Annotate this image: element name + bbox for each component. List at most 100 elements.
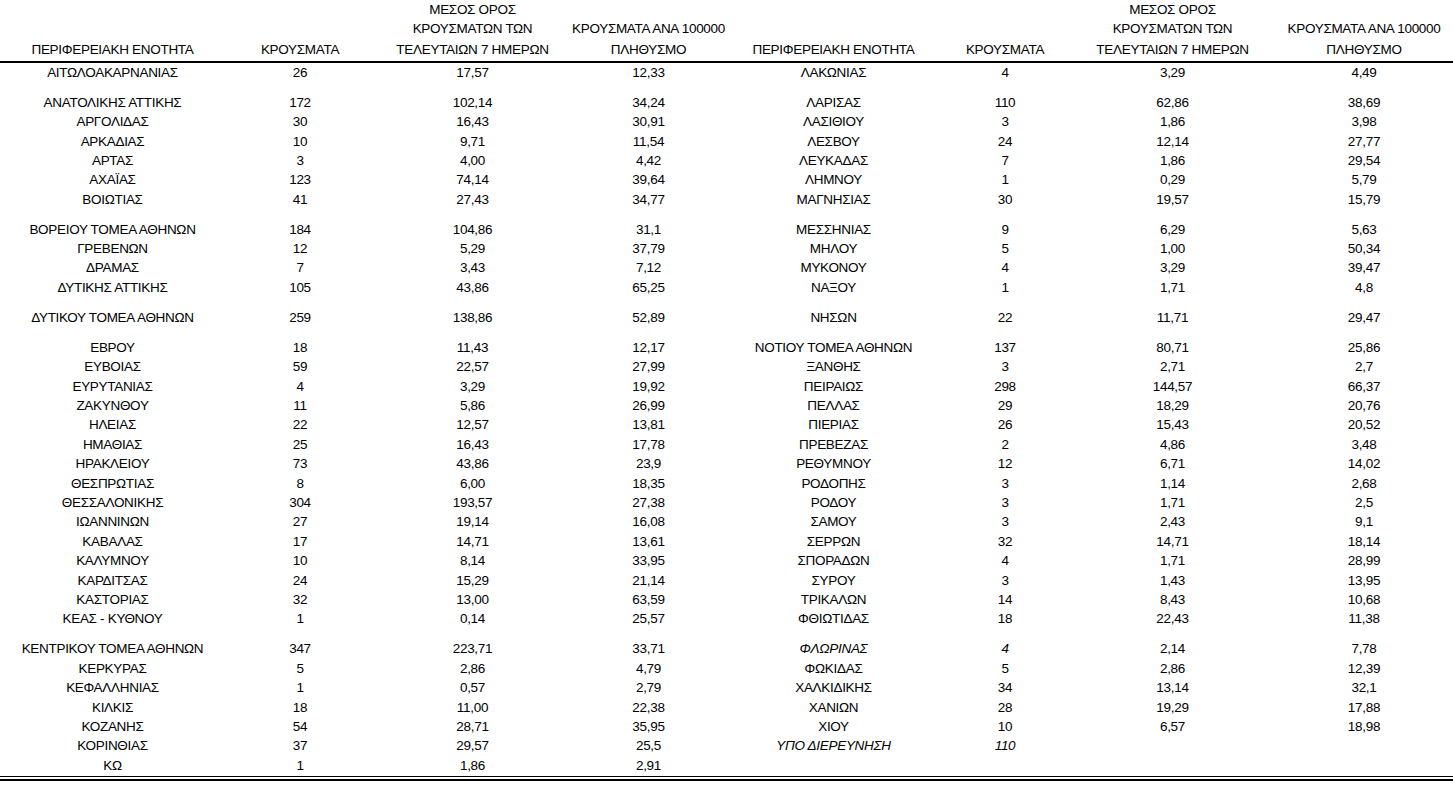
left-per100k-cell: 63,59 [570, 590, 727, 609]
right-region-cell: ΛΑΣΙΘΙΟΥ [727, 112, 940, 131]
left-region-cell: ΚΙΛΚΙΣ [0, 698, 225, 717]
table-row: ΑΝΑΤΟΛΙΚΗΣ ΑΤΤΙΚΗΣ172102,1434,24ΛΑΡΙΣΑΣ1… [0, 93, 1453, 112]
right-avg7-cell: 1,71 [1070, 493, 1275, 512]
left-region-cell: ΘΕΣΠΡΩΤΙΑΣ [0, 474, 225, 493]
right-region-cell: ΠΕΛΛΑΣ [727, 396, 940, 415]
right-region-cell [727, 756, 940, 775]
right-region-cell: ΧΙΟΥ [727, 717, 940, 736]
right-avg7-cell: 2,43 [1070, 512, 1275, 531]
left-cases-cell: 1 [225, 678, 375, 697]
left-per100k-cell: 12,33 [570, 62, 727, 82]
table-row: ΓΡΕΒΕΝΩΝ125,2937,79ΜΗΛΟΥ51,0050,34 [0, 239, 1453, 258]
left-cases-cell: 32 [225, 590, 375, 609]
left-avg7-cell: 4,00 [375, 151, 570, 170]
left-region-cell: ΚΑΣΤΟΡΙΑΣ [0, 590, 225, 609]
right-region-cell: ΣΕΡΡΩΝ [727, 532, 940, 551]
right-per100k-cell: 10,68 [1275, 590, 1453, 609]
table-row: ΗΛΕΙΑΣ2212,5713,81ΠΙΕΡΙΑΣ2615,4320,52 [0, 415, 1453, 434]
right-avg7-cell: 14,71 [1070, 532, 1275, 551]
right-cases-cell: 7 [940, 151, 1070, 170]
right-region-cell: ΛΗΜΝΟΥ [727, 170, 940, 189]
right-cases-cell: 24 [940, 132, 1070, 151]
table-row: ΑΡΤΑΣ34,004,42ΛΕΥΚΑΔΑΣ71,8629,54 [0, 151, 1453, 170]
right-avg7-cell: 11,71 [1070, 308, 1275, 327]
left-cases-cell: 41 [225, 190, 375, 209]
right-avg7-cell: 4,86 [1070, 435, 1275, 454]
table-row: ΔΥΤΙΚΗΣ ΑΤΤΙΚΗΣ10543,8665,25ΝΑΞΟΥ11,714,… [0, 278, 1453, 297]
table-row: ΚΟΡΙΝΘΙΑΣ3729,5725,5ΥΠΟ ΔΙΕΡΕΥΝΗΣΗ110 [0, 736, 1453, 755]
right-cases-cell: 5 [940, 659, 1070, 678]
left-per100k-cell: 7,12 [570, 258, 727, 277]
left-region-cell: ΑΡΤΑΣ [0, 151, 225, 170]
right-per100k-cell: 14,02 [1275, 454, 1453, 473]
left-cases-cell: 3 [225, 151, 375, 170]
table-row: ΖΑΚΥΝΘΟΥ115,8626,99ΠΕΛΛΑΣ2918,2920,76 [0, 396, 1453, 415]
left-avg7-cell: 15,29 [375, 571, 570, 590]
left-avg7-cell: 13,00 [375, 590, 570, 609]
right-per100k-cell: 29,54 [1275, 151, 1453, 170]
right-avg7-cell: 1,71 [1070, 551, 1275, 570]
right-cases-cell: 5 [940, 239, 1070, 258]
spacer [0, 82, 1453, 93]
left-avg7-cell: 0,57 [375, 678, 570, 697]
left-avg7-cell: 102,14 [375, 93, 570, 112]
left-per100k-cell: 37,79 [570, 239, 727, 258]
right-per100k-header-line1: ΚΡΟΥΣΜΑΤΑ ΑΝΑ 100000 [1275, 19, 1453, 38]
right-cases-cell: 137 [940, 338, 1070, 357]
right-region-cell: ΛΕΥΚΑΔΑΣ [727, 151, 940, 170]
table-row: ΑΙΤΩΛΟΑΚΑΡΝΑΝΙΑΣ2617,5712,33ΛΑΚΩΝΙΑΣ43,2… [0, 62, 1453, 82]
right-cases-cell: 34 [940, 678, 1070, 697]
spacer [940, 0, 1070, 19]
right-avg7-cell: 6,29 [1070, 220, 1275, 239]
right-avg7-cell: 15,43 [1070, 415, 1275, 434]
right-avg7-header-line3: ΤΕΛΕΥΤΑΙΩΝ 7 ΗΜΕΡΩΝ [1070, 39, 1275, 62]
right-region-cell: ΤΡΙΚΑΛΩΝ [727, 590, 940, 609]
right-avg7-cell: 6,57 [1070, 717, 1275, 736]
left-avg7-header-line3: ΤΕΛΕΥΤΑΙΩΝ 7 ΗΜΕΡΩΝ [375, 39, 570, 62]
left-region-cell: ΑΡΓΟΛΙΔΑΣ [0, 112, 225, 131]
left-region-cell: ΑΝΑΤΟΛΙΚΗΣ ΑΤΤΙΚΗΣ [0, 93, 225, 112]
spacer-row [0, 82, 1453, 93]
left-region-cell: ΚΑΡΔΙΤΣΑΣ [0, 571, 225, 590]
right-region-cell: ΧΑΝΙΩΝ [727, 698, 940, 717]
table-row: ΚΕΝΤΡΙΚΟΥ ΤΟΜΕΑ ΑΘΗΝΩΝ347223,7133,71ΦΛΩΡ… [0, 639, 1453, 658]
left-cases-cell: 11 [225, 396, 375, 415]
right-per100k-cell: 12,39 [1275, 659, 1453, 678]
left-cases-cell: 22 [225, 415, 375, 434]
left-avg7-cell: 9,71 [375, 132, 570, 151]
left-region-cell: ΑΡΚΑΔΙΑΣ [0, 132, 225, 151]
right-per100k-cell: 4,49 [1275, 62, 1453, 82]
spacer [0, 19, 225, 38]
table-row: ΒΟΡΕΙΟΥ ΤΟΜΕΑ ΑΘΗΝΩΝ184104,8631,1ΜΕΣΣΗΝΙ… [0, 220, 1453, 239]
left-per100k-cell: 17,78 [570, 435, 727, 454]
right-per100k-cell: 17,88 [1275, 698, 1453, 717]
table-header: ΜΕΣΟΣ ΟΡΟΣ ΜΕΣΟΣ ΟΡΟΣ ΚΡΟΥΣΜΑΤΩΝ ΤΩΝ ΚΡΟ… [0, 0, 1453, 62]
left-per100k-cell: 23,9 [570, 454, 727, 473]
left-region-cell: ΗΡΑΚΛΕΙΟΥ [0, 454, 225, 473]
right-region-cell: ΠΙΕΡΙΑΣ [727, 415, 940, 434]
right-cases-cell: 4 [940, 551, 1070, 570]
left-per100k-cell: 13,81 [570, 415, 727, 434]
left-region-cell: ΖΑΚΥΝΘΟΥ [0, 396, 225, 415]
right-per100k-cell: 39,47 [1275, 258, 1453, 277]
table-row: ΚΕΑΣ - ΚΥΘΝΟΥ10,1425,57ΦΘΙΩΤΙΔΑΣ1822,431… [0, 609, 1453, 628]
left-cases-cell: 73 [225, 454, 375, 473]
left-per100k-header-line2: ΠΛΗΘΥΣΜΟ [570, 39, 727, 62]
right-per100k-cell: 2,68 [1275, 474, 1453, 493]
spacer [570, 0, 727, 19]
left-per100k-cell: 26,99 [570, 396, 727, 415]
left-avg7-cell: 29,57 [375, 736, 570, 755]
right-region-cell: ΦΘΙΩΤΙΔΑΣ [727, 609, 940, 628]
right-avg7-cell: 1,86 [1070, 112, 1275, 131]
right-avg7-cell: 2,71 [1070, 357, 1275, 376]
right-cases-cell: 110 [940, 736, 1070, 755]
table-row: ΘΕΣΠΡΩΤΙΑΣ86,0018,35ΡΟΔΟΠΗΣ31,142,68 [0, 474, 1453, 493]
left-avg7-cell: 74,14 [375, 170, 570, 189]
left-per100k-cell: 25,5 [570, 736, 727, 755]
right-per100k-cell: 25,86 [1275, 338, 1453, 357]
left-region-cell: ΚΟΡΙΝΘΙΑΣ [0, 736, 225, 755]
table-row: ΙΩΑΝΝΙΝΩΝ2719,1416,08ΣΑΜΟΥ32,439,1 [0, 512, 1453, 531]
left-region-cell: ΘΕΣΣΑΛΟΝΙΚΗΣ [0, 493, 225, 512]
right-avg7-cell: 12,14 [1070, 132, 1275, 151]
right-region-cell: ΠΡΕΒΕΖΑΣ [727, 435, 940, 454]
